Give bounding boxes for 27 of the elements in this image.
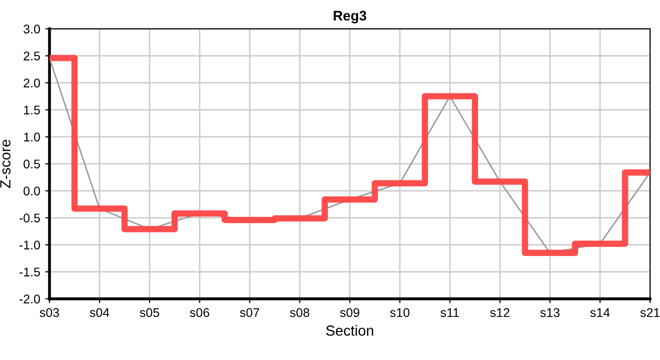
y-tick-label: 0.0 bbox=[24, 186, 40, 196]
y-tick-label: 2.0 bbox=[24, 78, 40, 88]
x-tick-label: s21 bbox=[640, 308, 660, 318]
chart-title: Reg3 bbox=[334, 10, 366, 24]
y-tick-label: -2.0 bbox=[19, 294, 40, 304]
y-tick-label: 1.0 bbox=[24, 132, 40, 142]
x-tick-label: s12 bbox=[490, 308, 510, 318]
x-tick-label: s06 bbox=[190, 308, 210, 318]
y-tick-label: -1.5 bbox=[19, 268, 40, 276]
y-tick-label: -1.0 bbox=[19, 240, 40, 250]
x-tick-label: s10 bbox=[390, 308, 410, 318]
y-tick-label: 3.0 bbox=[24, 24, 40, 34]
x-tick-label: s04 bbox=[90, 308, 110, 318]
y-tick-label: 2.5 bbox=[24, 52, 40, 60]
y-tick-label: 1.5 bbox=[24, 106, 40, 114]
x-tick-label: s03 bbox=[40, 308, 60, 318]
x-axis-title: Section bbox=[326, 325, 374, 336]
x-tick-label: s05 bbox=[140, 308, 160, 318]
x-tick-label: s11 bbox=[440, 308, 459, 318]
x-tick-label: s08 bbox=[290, 308, 310, 318]
y-tick-label: 0.5 bbox=[24, 160, 40, 168]
x-tick-label: s07 bbox=[240, 308, 260, 318]
x-tick-label: s09 bbox=[340, 308, 360, 318]
x-tick-label: s13 bbox=[540, 308, 560, 318]
y-tick-label: -0.5 bbox=[19, 214, 40, 222]
y-axis-title: Z-score bbox=[0, 140, 10, 188]
x-tick-label: s14 bbox=[590, 308, 610, 318]
